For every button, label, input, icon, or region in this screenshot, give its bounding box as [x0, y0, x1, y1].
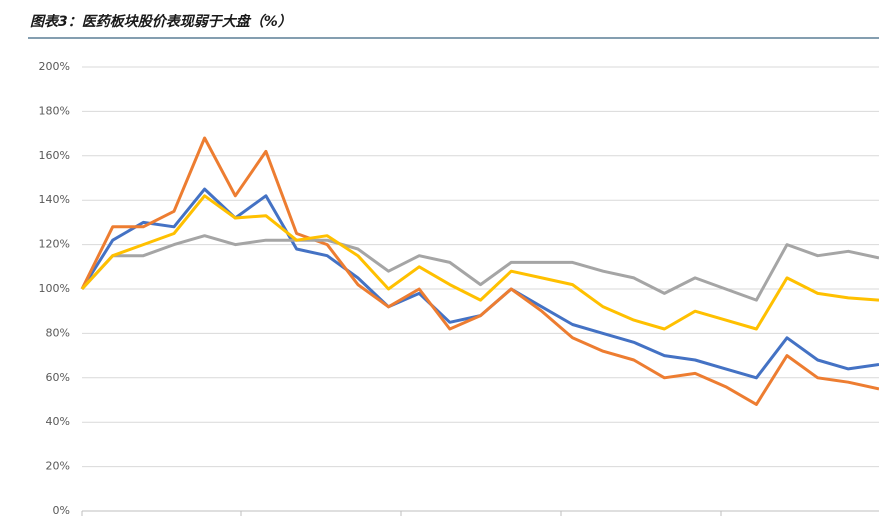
- y-tick-label: 80%: [46, 326, 70, 339]
- x-axis-ticks: [81, 511, 722, 516]
- series-line: [80, 194, 879, 331]
- y-tick-label: 100%: [39, 282, 70, 295]
- series-line: [80, 136, 879, 406]
- y-tick-label: 120%: [39, 238, 70, 251]
- chart-title: 图表3：医药板块股价表现弱于大盘（%）: [30, 13, 292, 30]
- y-tick-label: 60%: [46, 371, 70, 384]
- y-tick-label: 180%: [39, 104, 70, 117]
- y-tick-label: 0%: [53, 504, 70, 516]
- y-tick-label: 200%: [39, 60, 70, 73]
- y-tick-label: 140%: [39, 193, 70, 206]
- y-tick-label: 40%: [46, 415, 70, 428]
- y-tick-label: 20%: [46, 460, 70, 473]
- series-line: [80, 234, 879, 302]
- y-tick-label: 160%: [39, 149, 70, 162]
